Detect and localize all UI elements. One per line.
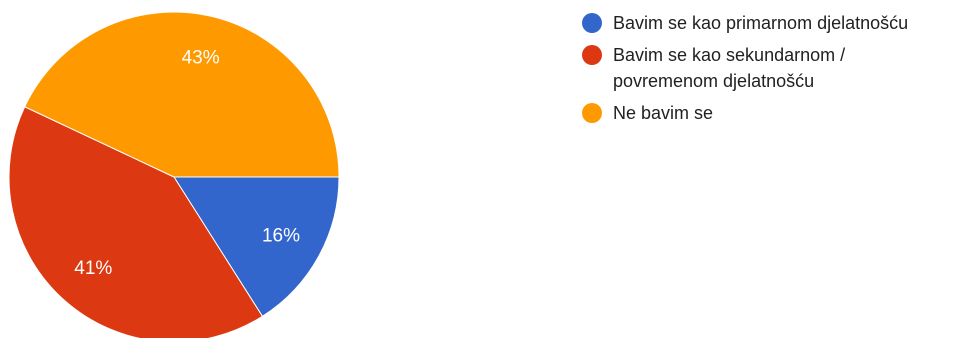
legend-swatch-primary: [582, 13, 602, 33]
legend-item-none[interactable]: Ne bavim se: [582, 100, 972, 126]
legend-swatch-none: [582, 103, 602, 123]
pie-slice-none-label: 43%: [182, 47, 220, 68]
legend-item-primary[interactable]: Bavim se kao primarnom djelatnošću: [582, 10, 972, 36]
legend-label-none: Ne bavim se: [613, 100, 713, 126]
pie-slice-primary-label: 16%: [262, 225, 300, 246]
legend-item-secondary[interactable]: Bavim se kao sekundarnom / povremenom dj…: [582, 42, 972, 94]
legend-swatch-secondary: [582, 45, 602, 65]
pie-chart-svg: 16% 41% 43%: [8, 11, 340, 338]
legend-label-secondary-line-2: povremenom djelatnošću: [613, 71, 815, 91]
legend-label-primary-line-1: Bavim se kao primarnom djelatnošću: [613, 13, 909, 33]
pie-slice-labels: 16% 41% 43%: [74, 47, 300, 279]
chart-legend: Bavim se kao primarnom djelatnošću Bavim…: [582, 10, 972, 132]
pie-slice-none[interactable]: [24, 11, 340, 178]
legend-label-none-line-1: Ne bavim se: [613, 103, 714, 123]
pie-slices: [8, 11, 340, 338]
legend-label-secondary: Bavim se kao sekundarnom / povremenom dj…: [613, 42, 845, 94]
legend-label-primary: Bavim se kao primarnom djelatnošću: [613, 10, 908, 36]
pie-slice-primary[interactable]: [173, 176, 340, 318]
legend-label-secondary-line-1: Bavim se kao sekundarnom /: [613, 45, 846, 65]
pie-slice-secondary-label: 41%: [74, 258, 112, 279]
